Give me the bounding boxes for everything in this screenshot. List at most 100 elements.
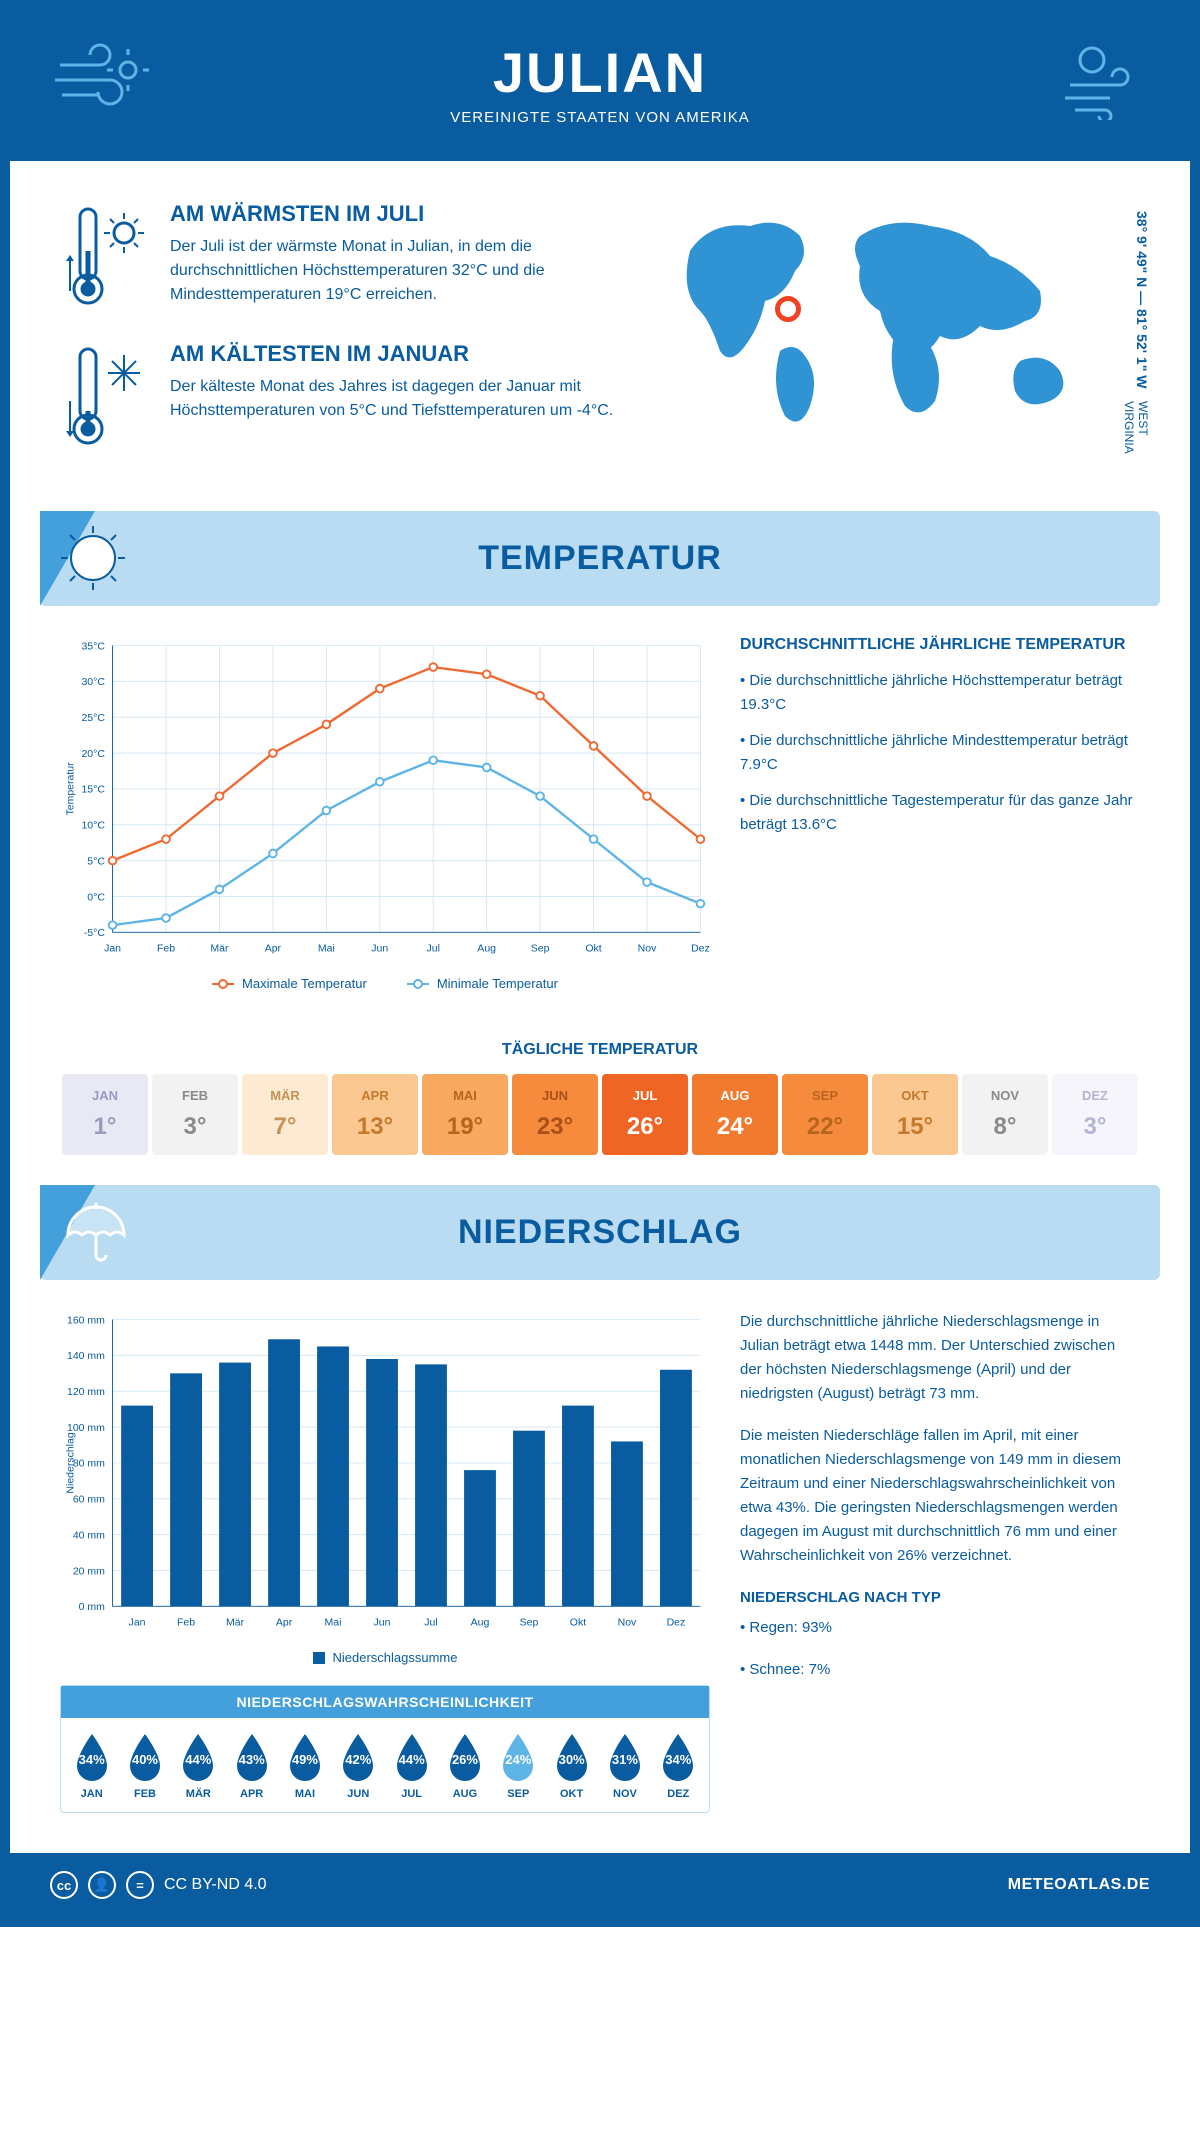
svg-text:35°C: 35°C (81, 640, 105, 652)
svg-text:Dez: Dez (667, 1616, 686, 1628)
svg-text:Nov: Nov (638, 942, 657, 954)
probability-cell: 44%MÄR (172, 1730, 225, 1800)
wind-icon (1050, 40, 1150, 120)
map-panel: 38° 9' 49" N — 81° 52' 1" W WEST VIRGINI… (660, 201, 1140, 481)
daily-temp-title: TÄGLICHE TEMPERATUR (10, 1041, 1190, 1059)
temperature-line-chart: -5°C0°C5°C10°C15°C20°C25°C30°C35°CJanFeb… (60, 636, 710, 991)
svg-text:Feb: Feb (177, 1616, 195, 1628)
daily-temp-cell: FEB3° (152, 1074, 238, 1155)
svg-text:Nov: Nov (618, 1616, 637, 1628)
svg-text:Sep: Sep (520, 1616, 539, 1628)
chart-legend: Maximale Temperatur Minimale Temperatur (60, 976, 710, 991)
svg-text:60 mm: 60 mm (73, 1494, 105, 1506)
svg-text:20°C: 20°C (81, 748, 105, 760)
precipitation-text: Die durchschnittliche jährliche Niedersc… (740, 1310, 1140, 1813)
region-label: WEST VIRGINIA (1122, 401, 1150, 481)
location-marker-icon (775, 296, 801, 322)
cc-icon: cc (50, 1871, 78, 1899)
probability-cell: 49%MAI (278, 1730, 331, 1800)
thermometer-sun-icon (60, 201, 150, 311)
svg-text:20 mm: 20 mm (73, 1565, 105, 1577)
svg-text:40 mm: 40 mm (73, 1529, 105, 1541)
svg-text:Aug: Aug (477, 942, 496, 954)
svg-text:80 mm: 80 mm (73, 1458, 105, 1470)
daily-temp-cell: MAI19° (422, 1074, 508, 1155)
precipitation-banner: NIEDERSCHLAG (40, 1185, 1160, 1280)
infographic-page: JULIAN VEREINIGTE STAATEN VON AMERIKA AM… (0, 0, 1200, 1927)
daily-temp-cell: AUG24° (692, 1074, 778, 1155)
by-icon: 👤 (88, 1871, 116, 1899)
sun-icon (58, 523, 128, 593)
coldest-title: AM KÄLTESTEN IM JANUAR (170, 341, 620, 367)
svg-text:160 mm: 160 mm (67, 1314, 105, 1326)
section-title: TEMPERATUR (478, 539, 722, 578)
svg-text:Mai: Mai (325, 1616, 342, 1628)
umbrella-icon (58, 1197, 128, 1267)
svg-text:140 mm: 140 mm (67, 1350, 105, 1362)
svg-text:Temperatur: Temperatur (64, 762, 76, 816)
temperature-notes: DURCHSCHNITTLICHE JÄHRLICHE TEMPERATUR •… (740, 636, 1140, 991)
chart-legend: Niederschlagssumme (60, 1650, 710, 1665)
daily-temp-cell: JUL26° (602, 1074, 688, 1155)
probability-cell: 26%AUG (438, 1730, 491, 1800)
svg-text:10°C: 10°C (81, 820, 105, 832)
svg-text:Okt: Okt (585, 942, 601, 954)
svg-text:Mär: Mär (226, 1616, 245, 1628)
svg-text:Jun: Jun (371, 942, 388, 954)
svg-text:Okt: Okt (570, 1616, 586, 1628)
svg-text:5°C: 5°C (87, 855, 105, 867)
svg-text:25°C: 25°C (81, 712, 105, 724)
probability-cell: 44%JUL (385, 1730, 438, 1800)
svg-text:Mai: Mai (318, 942, 335, 954)
svg-text:Jul: Jul (424, 1616, 437, 1628)
intro-section: AM WÄRMSTEN IM JULI Der Juli ist der wär… (10, 161, 1190, 511)
site-name: METEOATLAS.DE (1008, 1876, 1150, 1894)
probability-cell: 34%JAN (65, 1730, 118, 1800)
svg-text:Jan: Jan (129, 1616, 146, 1628)
daily-temp-cell: OKT15° (872, 1074, 958, 1155)
svg-text:Niederschlag: Niederschlag (64, 1432, 76, 1493)
svg-text:Apr: Apr (276, 1616, 293, 1628)
nd-icon: = (126, 1871, 154, 1899)
world-map-icon (660, 201, 1100, 441)
precipitation-probability-panel: NIEDERSCHLAGSWAHRSCHEINLICHKEIT 34%JAN40… (60, 1685, 710, 1813)
daily-temp-cell: APR13° (332, 1074, 418, 1155)
daily-temp-cell: JAN1° (62, 1074, 148, 1155)
precipitation-bar-chart: 0 mm20 mm40 mm60 mm80 mm100 mm120 mm140 … (60, 1310, 710, 1665)
page-subtitle: VEREINIGTE STAATEN VON AMERIKA (50, 109, 1150, 126)
svg-text:0 mm: 0 mm (79, 1601, 106, 1613)
svg-text:Jul: Jul (427, 942, 440, 954)
svg-text:Feb: Feb (157, 942, 175, 954)
svg-text:Sep: Sep (531, 942, 550, 954)
svg-text:-5°C: -5°C (84, 927, 106, 939)
footer: cc 👤 = CC BY-ND 4.0 METEOATLAS.DE (10, 1853, 1190, 1917)
svg-text:Jan: Jan (104, 942, 121, 954)
coordinates: 38° 9' 49" N — 81° 52' 1" W (1134, 211, 1150, 388)
probability-cell: 24%SEP (492, 1730, 545, 1800)
probability-cell: 31%NOV (598, 1730, 651, 1800)
daily-temp-cell: SEP22° (782, 1074, 868, 1155)
coldest-block: AM KÄLTESTEN IM JANUAR Der kälteste Mona… (60, 341, 620, 451)
warmest-block: AM WÄRMSTEN IM JULI Der Juli ist der wär… (60, 201, 620, 311)
daily-temp-cell: DEZ3° (1052, 1074, 1138, 1155)
probability-cell: 43%APR (225, 1730, 278, 1800)
license-label: CC BY-ND 4.0 (164, 1876, 267, 1894)
temperature-banner: TEMPERATUR (40, 511, 1160, 606)
svg-text:Mär: Mär (210, 942, 229, 954)
svg-text:Apr: Apr (265, 942, 282, 954)
section-title: NIEDERSCHLAG (458, 1213, 742, 1252)
warmest-text: Der Juli ist der wärmste Monat in Julian… (170, 235, 620, 307)
svg-text:30°C: 30°C (81, 676, 105, 688)
thermometer-snow-icon (60, 341, 150, 451)
probability-cell: 40%FEB (118, 1730, 171, 1800)
probability-cell: 42%JUN (332, 1730, 385, 1800)
probability-cell: 30%OKT (545, 1730, 598, 1800)
probability-cell: 34%DEZ (652, 1730, 705, 1800)
svg-text:Jun: Jun (374, 1616, 391, 1628)
daily-temp-cell: MÄR7° (242, 1074, 328, 1155)
coldest-text: Der kälteste Monat des Jahres ist dagege… (170, 375, 620, 423)
wind-icon (50, 40, 150, 120)
svg-text:15°C: 15°C (81, 784, 105, 796)
daily-temp-cell: NOV8° (962, 1074, 1048, 1155)
svg-text:100 mm: 100 mm (67, 1422, 105, 1434)
